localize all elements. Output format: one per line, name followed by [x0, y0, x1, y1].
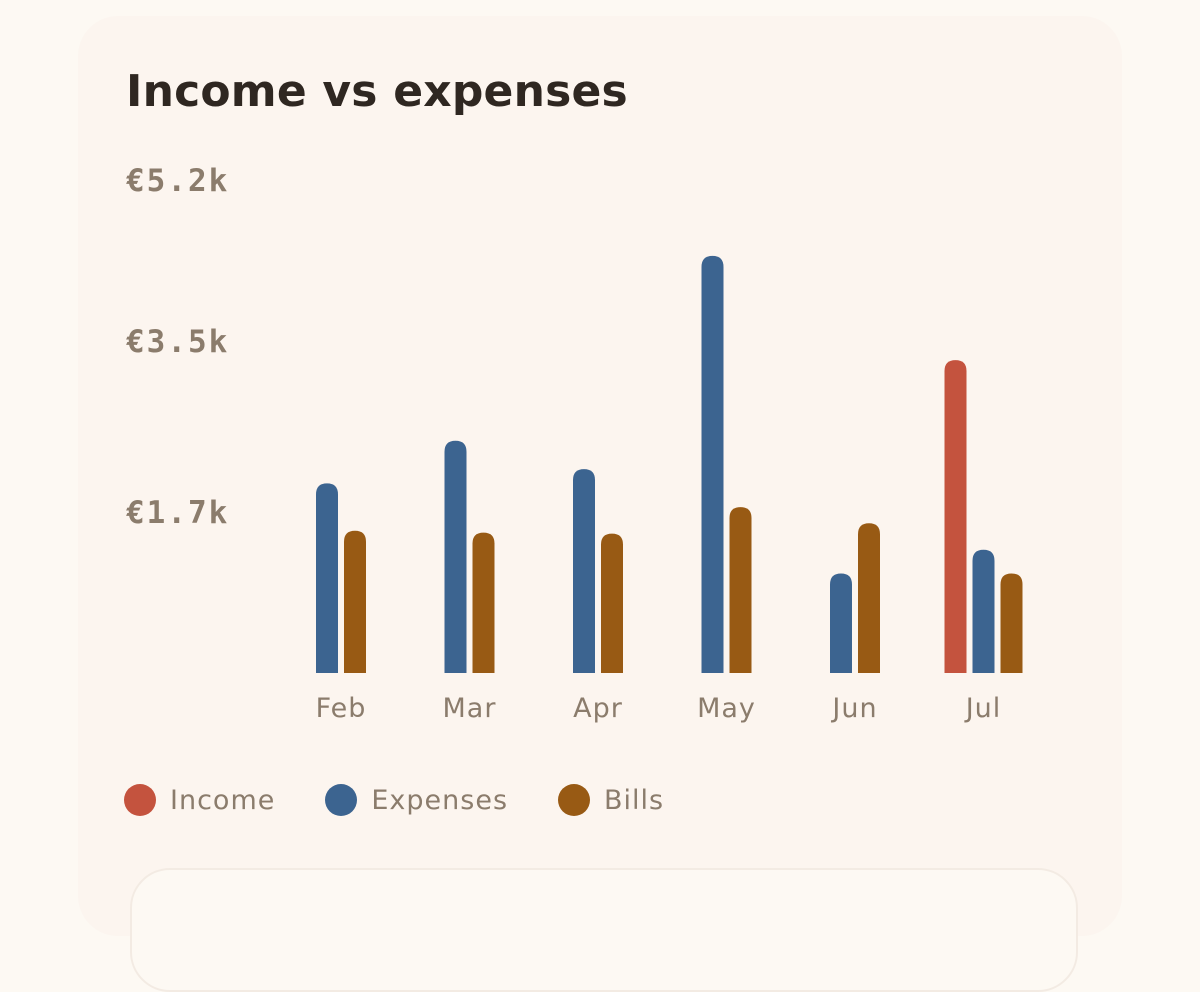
bar-expenses-jul[interactable] — [972, 549, 995, 673]
x-tick-label: May — [697, 693, 756, 724]
x-tick-label: Apr — [573, 693, 623, 724]
bar-bills-mar[interactable] — [472, 532, 495, 673]
legend-label: Expenses — [371, 784, 509, 816]
bar-bills-jul[interactable] — [1000, 573, 1023, 673]
legend-item-bills[interactable]: Bills — [558, 784, 664, 816]
bar-bills-feb[interactable] — [344, 530, 366, 673]
bar-expenses-apr[interactable] — [573, 469, 595, 673]
x-tick-label: Mar — [443, 693, 497, 724]
bar-expenses-mar[interactable] — [444, 440, 467, 673]
legend-label: Income — [170, 784, 276, 816]
income-expenses-card: Income vs expenses €1.7k €3.5k €5.2k Feb Mar… — [78, 16, 1122, 992]
y-tick-label: €5.2k — [126, 163, 229, 199]
bar-income-jul[interactable] — [944, 360, 967, 673]
bar-expenses-may[interactable] — [701, 255, 724, 673]
legend-item-income[interactable]: Income — [124, 784, 275, 816]
y-tick-label: €3.5k — [126, 324, 229, 360]
chart-title: Income vs expenses — [126, 66, 628, 117]
income-expenses-chart: €1.7k €3.5k €5.2k Feb Mar Apr May Jun Jul — [126, 163, 1023, 724]
legend-dot-icon — [124, 784, 156, 816]
legend-label: Bills — [604, 784, 665, 816]
legend-dot-icon — [325, 784, 358, 816]
x-tick-label: Feb — [316, 693, 367, 724]
bar-bills-apr[interactable] — [601, 533, 623, 673]
x-tick-label: Jun — [830, 693, 877, 724]
chart-legend: Income Expenses Bills — [124, 784, 714, 816]
legend-item-expenses[interactable]: Expenses — [325, 784, 508, 816]
bar-expenses-feb[interactable] — [316, 483, 338, 673]
bar-bills-jun[interactable] — [858, 523, 880, 673]
bar-bills-may[interactable] — [729, 507, 752, 673]
bar-expenses-jun[interactable] — [830, 573, 852, 673]
legend-dot-icon — [558, 784, 591, 816]
next-card — [130, 868, 1078, 992]
x-tick-label: Jul — [964, 693, 1002, 724]
y-tick-label: €1.7k — [126, 495, 229, 531]
